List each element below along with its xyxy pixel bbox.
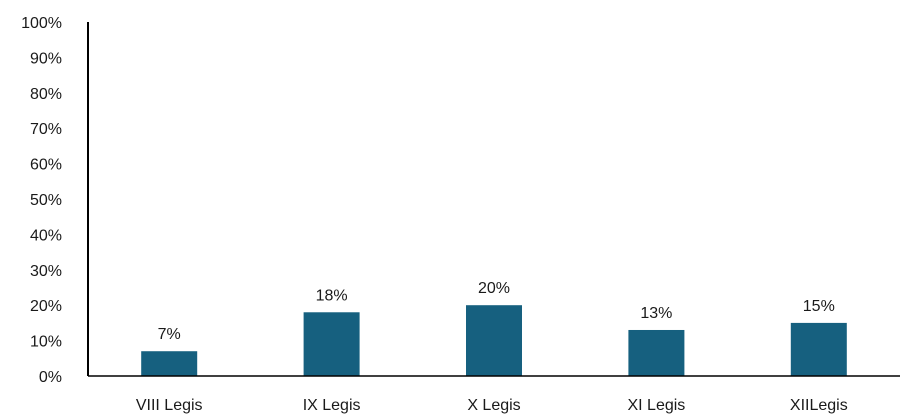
y-tick-label: 80%: [30, 86, 62, 103]
data-label: 18%: [316, 287, 348, 304]
x-axis-labels: VIII Legis IX Legis X Legis XI Legis XIILegi…: [136, 397, 848, 414]
y-tick-label: 0%: [39, 369, 62, 386]
x-tick-label: X Legis: [467, 397, 520, 414]
bars: [141, 305, 847, 376]
bar: [466, 305, 522, 376]
x-tick-label: VIII Legis: [136, 397, 203, 414]
x-tick-label: XI Legis: [627, 397, 685, 414]
y-axis-ticks: 0% 10% 20% 30% 40% 50% 60% 70% 80% 90% 100%: [21, 15, 62, 386]
x-tick-label: IX Legis: [303, 397, 361, 414]
data-label: 15%: [803, 298, 835, 315]
bar: [141, 351, 198, 376]
x-tick-label: XIILegis: [790, 397, 848, 414]
y-tick-label: 60%: [30, 157, 62, 174]
bar: [628, 329, 685, 376]
y-tick-label: 70%: [30, 121, 62, 138]
bar: [303, 312, 360, 376]
y-tick-label: 30%: [30, 263, 62, 280]
y-tick-label: 100%: [21, 15, 62, 32]
y-tick-label: 50%: [30, 192, 62, 209]
data-label: 7%: [158, 326, 181, 343]
y-tick-label: 10%: [30, 334, 62, 351]
data-label: 20%: [478, 280, 510, 297]
bar: [790, 322, 847, 376]
data-labels: 7% 18% 20% 13% 15%: [158, 280, 835, 343]
y-tick-label: 20%: [30, 298, 62, 315]
y-tick-label: 40%: [30, 227, 62, 244]
data-label: 13%: [640, 305, 672, 322]
y-tick-label: 90%: [30, 50, 62, 67]
